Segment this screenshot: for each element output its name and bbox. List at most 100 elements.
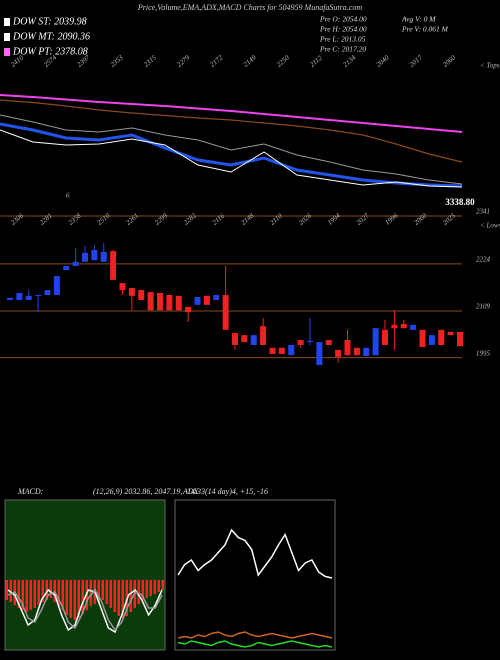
- lows-note: < Lows: [480, 222, 500, 230]
- indicator-label: ADX: [182, 487, 200, 496]
- candle-body: [119, 283, 126, 291]
- candle-body: [222, 295, 229, 330]
- ema-line: [0, 99, 463, 163]
- candle-body: [260, 326, 267, 345]
- candle-body: [157, 292, 163, 311]
- candle-body: [241, 335, 248, 343]
- candle-body: [213, 295, 220, 300]
- candle-body: [16, 292, 23, 300]
- last-price: 3338.80: [445, 197, 475, 207]
- candle-body: [457, 331, 463, 347]
- stat-text: Pre C: 2017.20: [319, 45, 366, 54]
- histogram-bar: [57, 580, 60, 606]
- indicator-line: [177, 631, 333, 639]
- candle-body: [72, 261, 79, 266]
- histogram-bar: [61, 580, 64, 610]
- histogram-bar: [121, 580, 124, 618]
- legend-label: DOW PT: 2378.08: [12, 46, 88, 57]
- indicator-params: (12,26,9) 2032.86, 2047.19, -14.33: [93, 487, 205, 496]
- ema-line: [0, 129, 463, 188]
- candle-body: [363, 347, 370, 357]
- histogram-bar: [117, 580, 120, 616]
- indicator-panel: [174, 499, 336, 651]
- histogram-bar: [41, 580, 44, 602]
- stat-text: Pre V: 0.061 M: [401, 25, 449, 34]
- candle-body: [316, 342, 323, 366]
- histogram-bar: [17, 580, 20, 608]
- stat-text: Pre O: 2054.00: [319, 15, 367, 24]
- legend-label: DOW MT: 2090.36: [12, 31, 90, 42]
- candle-body: [250, 335, 257, 345]
- candle-body: [138, 290, 145, 300]
- histogram-bar: [49, 580, 52, 598]
- tops-note: < Tops: [480, 62, 500, 70]
- candle-body: [297, 340, 304, 345]
- indicator-params: (14 day)4, +15, -16: [205, 487, 268, 496]
- histogram-bar: [157, 580, 160, 592]
- indicator-label: MACD:: [17, 487, 44, 496]
- candle-body: [344, 340, 351, 356]
- histogram-bar: [153, 580, 156, 594]
- legend-swatch: [4, 33, 10, 41]
- indicator-panel: [4, 499, 166, 651]
- candle-body: [307, 340, 313, 342]
- candle-body: [147, 292, 154, 311]
- candle-body: [419, 329, 426, 348]
- histogram-bar: [25, 580, 28, 612]
- histogram-bar: [149, 580, 152, 596]
- histogram-bar: [109, 580, 112, 608]
- candle-body: [278, 347, 285, 354]
- histogram-bar: [73, 580, 76, 620]
- histogram-bar: [21, 580, 24, 610]
- histogram-bar: [69, 580, 72, 618]
- histogram-bar: [45, 580, 48, 600]
- candle-body: [438, 329, 445, 345]
- histogram-bar: [29, 580, 32, 610]
- candle-body: [110, 251, 117, 280]
- histogram-bar: [141, 580, 144, 600]
- candle-body: [25, 295, 32, 300]
- legend-label: DOW ST: 2039.98: [12, 16, 87, 27]
- candle-body: [325, 340, 332, 345]
- candle-body: [400, 324, 407, 329]
- candle-body: [447, 331, 454, 336]
- ema-line: [0, 122, 463, 188]
- histogram-bar: [97, 580, 100, 602]
- candle-body: [63, 265, 70, 271]
- candle-body: [91, 249, 98, 261]
- candle-body: [82, 252, 88, 262]
- histogram-bar: [161, 580, 164, 590]
- indicator-line: [177, 640, 333, 648]
- candle-body: [166, 295, 173, 311]
- candle-body: [428, 335, 435, 345]
- histogram-bar: [129, 580, 132, 612]
- histogram-bar: [113, 580, 116, 612]
- ema-line: [0, 114, 463, 185]
- candle-body: [335, 349, 342, 357]
- candle-body: [35, 295, 42, 297]
- y-tick-label: 2341: [476, 208, 490, 216]
- candle-body: [175, 295, 182, 311]
- candle-body: [391, 324, 398, 329]
- histogram-bar: [65, 580, 68, 615]
- histogram-bar: [9, 580, 12, 602]
- y-tick-label: 1995: [476, 349, 491, 357]
- histogram-bar: [101, 580, 104, 600]
- histogram-bar: [37, 580, 40, 605]
- stat-text: Pre L: 2013.05: [319, 35, 366, 44]
- indicator-line: [177, 528, 333, 579]
- page-title: Price,Volume,EMA,ADX,MACD Charts for 504…: [137, 3, 362, 12]
- candle-body: [44, 290, 51, 296]
- candle-body: [372, 328, 379, 356]
- legend-swatch: [4, 18, 10, 26]
- y-tick-label: 2109: [476, 303, 491, 311]
- stat-text: Pre H: 2054.00: [319, 25, 367, 34]
- histogram-bar: [137, 580, 140, 604]
- candle-body: [7, 297, 13, 300]
- marker-label: 6: [66, 192, 70, 200]
- histogram-bar: [89, 580, 92, 606]
- candle-body: [382, 329, 388, 345]
- y-tick-label: 2224: [476, 255, 491, 263]
- histogram-bar: [77, 580, 80, 618]
